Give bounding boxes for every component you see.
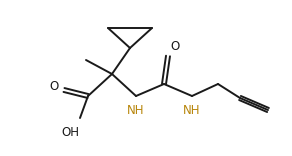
Text: NH: NH — [127, 103, 145, 117]
Text: O: O — [170, 39, 180, 53]
Text: NH: NH — [183, 103, 201, 117]
Text: O: O — [49, 80, 59, 93]
Text: OH: OH — [61, 125, 79, 139]
